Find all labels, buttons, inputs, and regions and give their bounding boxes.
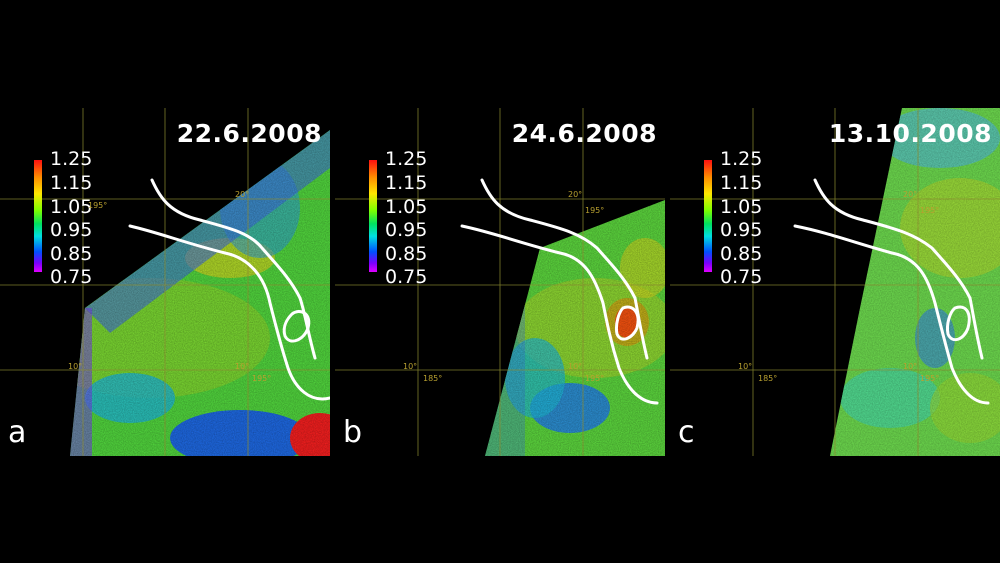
colorbar-tick: 1.25: [720, 148, 763, 170]
colorbar-tick: 1.15: [50, 172, 93, 194]
colorbar-gradient: [34, 160, 42, 272]
colorbar-tick: 1.05: [385, 196, 428, 218]
grid-label: 195°: [585, 206, 605, 215]
colorbar-a: 1.25 1.15 1.05 0.95 0.85 0.75: [34, 150, 124, 288]
colorbar-tick: 0.95: [385, 219, 428, 241]
colorbar-tick: 0.85: [385, 243, 428, 265]
grid-label: 10°: [235, 362, 250, 371]
grid-label: 195°: [920, 374, 940, 383]
colorbar-tick: 1.05: [50, 196, 93, 218]
graticule-a: [0, 108, 330, 456]
colorbar-b: 1.25 1.15 1.05 0.95 0.85 0.75: [369, 150, 459, 288]
panel-letter-a: a: [8, 415, 27, 450]
graticule-b: [335, 108, 665, 456]
colorbar-c: 1.25 1.15 1.05 0.95 0.85 0.75: [704, 150, 794, 288]
colorbar-tick: 0.75: [720, 266, 763, 288]
graticule-c: [670, 108, 1000, 456]
colorbar-tick: 0.95: [50, 219, 93, 241]
colorbar-tick: 1.15: [720, 172, 763, 194]
grid-label: 10°: [738, 362, 753, 371]
grid-label: 20°: [903, 190, 918, 199]
colorbar-gradient: [369, 160, 377, 272]
grid-label: 10°: [903, 362, 918, 371]
colorbar-tick: 1.25: [385, 148, 428, 170]
grid-label: 185°: [423, 374, 443, 383]
panel-c: c 13.10.2008 1.25 1.15 1.05 0.95 0.85 0.…: [670, 108, 1000, 456]
colorbar-tick: 0.85: [720, 243, 763, 265]
grid-label: 195°: [252, 374, 272, 383]
contour-lines-a: [128, 178, 330, 401]
panel-letter-b: b: [343, 415, 363, 450]
grid-label: 20°: [235, 190, 250, 199]
panel-letter-c: c: [678, 415, 695, 450]
grid-label: 185°: [758, 374, 778, 383]
panel-b: b 24.6.2008 1.25 1.15 1.05 0.95 0.85 0.7…: [335, 108, 665, 456]
contour-lines-c: [793, 178, 990, 405]
grid-label: 195°: [88, 201, 108, 210]
map-c: [670, 108, 1000, 456]
panel-date-b: 24.6.2008: [511, 119, 657, 148]
colorbar-gradient: [704, 160, 712, 272]
panel-a: a 22.6.2008 1.25 1.15 1.05 0.95 0.85 0.7…: [0, 108, 330, 456]
grid-label: 10°: [568, 362, 583, 371]
colorbar-tick: 1.25: [50, 148, 93, 170]
colorbar-tick: 1.05: [720, 196, 763, 218]
map-b: [335, 108, 665, 456]
colorbar-tick: 0.75: [50, 266, 93, 288]
colorbar-tick: 0.95: [720, 219, 763, 241]
grid-label: 195°: [920, 206, 940, 215]
grid-label: 20°: [568, 190, 583, 199]
colorbar-tick: 0.75: [385, 266, 428, 288]
panel-date-c: 13.10.2008: [828, 119, 992, 148]
panel-date-a: 22.6.2008: [176, 119, 322, 148]
grid-label: 10°: [403, 362, 418, 371]
grid-label: 10°: [68, 362, 83, 371]
colorbar-tick: 0.85: [50, 243, 93, 265]
grid-label: 195°: [585, 374, 605, 383]
map-a: [0, 108, 330, 456]
contour-lines-b: [460, 178, 659, 405]
colorbar-tick: 1.15: [385, 172, 428, 194]
